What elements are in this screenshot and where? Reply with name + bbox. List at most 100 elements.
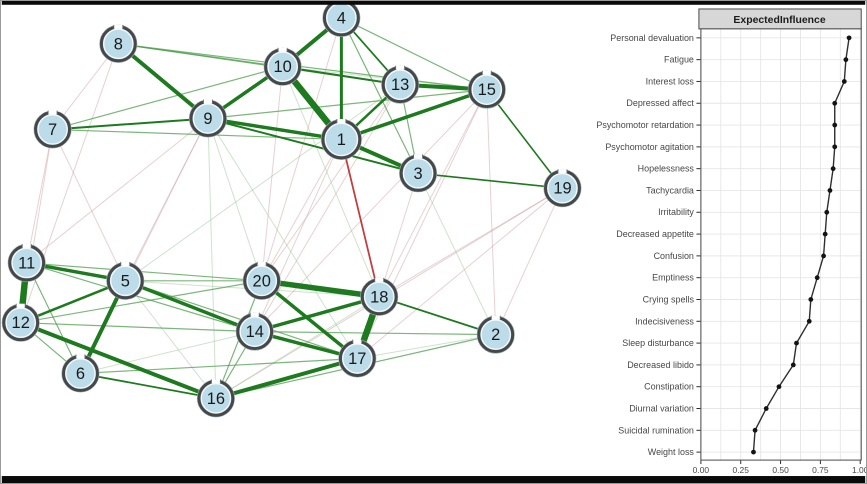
network-edge-9-16 — [207, 118, 217, 399]
node-label: 7 — [48, 121, 57, 139]
data-point-5 — [832, 144, 838, 150]
network-edge-8-9 — [116, 41, 210, 121]
network-edge-7-10 — [51, 66, 284, 131]
y-axis-label: Tachycardia — [646, 185, 694, 195]
network-edge-12-16 — [18, 320, 218, 401]
centrality-line — [752, 37, 850, 453]
network-edge-1-20 — [261, 138, 342, 282]
node-inner-ring — [267, 51, 298, 82]
y-axis-label: Fatigue — [664, 55, 694, 65]
network-edge-2-17 — [356, 334, 497, 360]
network-edge-4-20 — [261, 17, 342, 282]
network-edge-15-19 — [485, 88, 564, 190]
node-pie-notch — [211, 379, 221, 384]
y-axis-label: Suicidal rumination — [618, 425, 694, 435]
data-point-15 — [790, 362, 796, 368]
node-label: 1 — [337, 131, 346, 149]
network-node-14: 14 — [235, 312, 274, 351]
node-label: 3 — [413, 165, 422, 183]
network-edge-1-18 — [340, 138, 381, 298]
y-axis-label: Psychomotor agitation — [605, 142, 694, 152]
network-node-13: 13 — [381, 65, 420, 104]
network-node-19: 19 — [543, 169, 582, 208]
node-circle — [322, 1, 360, 37]
node-label: 8 — [114, 35, 123, 53]
x-axis-label: 1.00 — [852, 465, 866, 475]
network-edge-5-14 — [123, 279, 257, 334]
network-node-7: 7 — [33, 110, 72, 149]
y-axis-label: Constipation — [644, 382, 694, 392]
network-edge-5-13 — [124, 84, 401, 282]
x-axis-label: 0.00 — [693, 465, 710, 475]
node-outer-ring — [322, 1, 361, 37]
network-edge-1-14 — [254, 138, 342, 333]
node-inner-ring — [364, 281, 395, 312]
network-edge-6-16 — [79, 372, 217, 400]
network-edge-9-17 — [207, 118, 358, 360]
panel-background — [700, 28, 862, 461]
node-inner-ring — [11, 247, 42, 279]
node-pie-notch — [120, 261, 130, 266]
network-edge-9-15 — [207, 89, 488, 120]
network-edge-8-15 — [117, 43, 488, 91]
network-node-2: 2 — [476, 315, 515, 354]
network-edge-9-11 — [26, 118, 209, 264]
network-edge-15-18 — [378, 89, 488, 298]
data-point-14 — [794, 340, 799, 346]
node-label: 14 — [246, 323, 264, 341]
network-edge-10-20 — [261, 66, 284, 282]
y-axis-label: Diurnal variation — [629, 403, 694, 413]
network-edge-9-3 — [206, 117, 420, 175]
y-axis-label: Depressed affect — [626, 98, 694, 108]
centrality-plot: ExpectedInfluence Personal devaluation Fa… — [596, 8, 866, 475]
node-pie-notch — [482, 70, 492, 75]
data-point-18 — [752, 427, 758, 433]
node-pie-notch — [413, 154, 423, 159]
y-axis-label: Emptiness — [652, 273, 694, 283]
data-point-7 — [827, 188, 833, 193]
node-label: 15 — [478, 81, 496, 99]
network-edge-16-17 — [213, 356, 360, 401]
x-axis-label: 0.50 — [772, 465, 789, 475]
network-node-4: 4 — [322, 1, 361, 37]
data-point-2 — [841, 79, 847, 84]
data-point-11 — [814, 275, 820, 281]
network-edge-2-15 — [486, 89, 497, 336]
network-edge-15-17 — [356, 89, 488, 360]
node-inner-ring — [342, 343, 373, 374]
node-pie-notch — [336, 119, 346, 123]
x-axis-label: 0.25 — [732, 465, 749, 475]
node-pie-notch — [75, 354, 85, 359]
y-axis-label: Indecisiveness — [635, 316, 694, 326]
bottom-black-rule — [1, 476, 866, 483]
data-point-0 — [846, 35, 852, 41]
network-edge-18-2 — [378, 295, 497, 336]
network-node-9: 9 — [188, 99, 227, 138]
network-edge-14-18 — [252, 295, 381, 334]
node-inner-ring — [37, 114, 68, 145]
network-node-20: 20 — [242, 261, 281, 300]
network-edge-11-14 — [26, 262, 256, 333]
node-inner-ring — [480, 319, 511, 350]
network-edge-7-5 — [52, 128, 126, 282]
data-point-3 — [832, 100, 838, 106]
facet-strip-title: ExpectedInfluence — [733, 15, 825, 26]
y-axis-label: Confusion — [654, 251, 694, 261]
network-edge-14-2 — [254, 331, 497, 336]
network-edge-20-17 — [259, 279, 360, 361]
y-axis-label: Hopelessness — [638, 164, 695, 174]
network-edge-11-20 — [26, 262, 263, 282]
network-edge-7-9 — [51, 117, 209, 131]
data-point-19 — [751, 449, 756, 455]
node-pie-notch — [352, 339, 362, 344]
node-label: 9 — [203, 110, 212, 128]
y-axis-label: Decreased libido — [627, 360, 694, 370]
y-axis-label: Weight loss — [648, 447, 695, 457]
network-edge-10-13 — [281, 65, 402, 86]
y-axis-label: Interest loss — [646, 76, 695, 86]
node-label: 17 — [348, 350, 366, 368]
y-axis-label: Personal devaluation — [610, 33, 694, 43]
node-inner-ring — [5, 307, 36, 338]
network-edge-19-2 — [495, 187, 563, 336]
